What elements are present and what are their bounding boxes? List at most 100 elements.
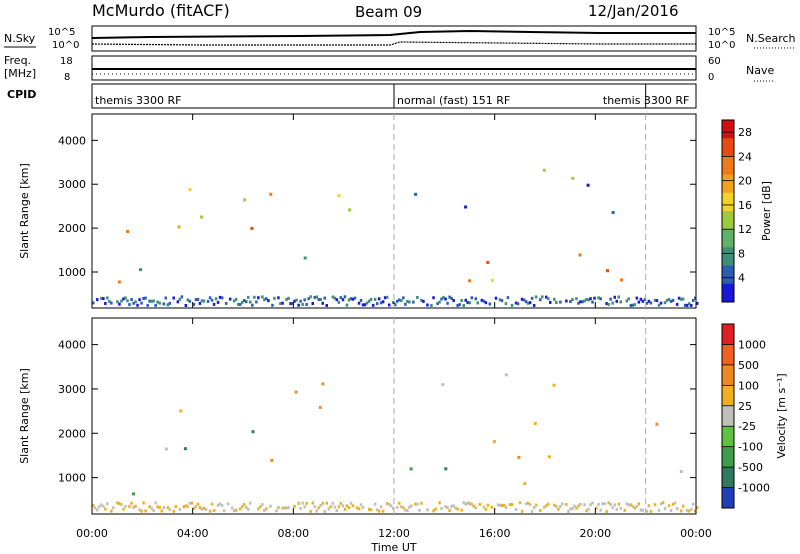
echo-cell (669, 299, 673, 303)
date-label: 12/Jan/2016 (588, 2, 679, 20)
echo-cell (696, 301, 699, 305)
echo-cell (230, 506, 234, 510)
echo-cell (158, 301, 161, 305)
echo-cell (273, 296, 276, 300)
echo-cell (398, 298, 401, 302)
colorbar-tick-label: -25 (738, 420, 756, 433)
echo-cell (631, 303, 635, 307)
echo-cell (661, 501, 665, 505)
echo-cell (250, 226, 254, 230)
nave-tick-top: 60 (708, 56, 721, 67)
echo-cell (673, 501, 677, 505)
echo-cell (216, 300, 220, 304)
echo-cell (194, 505, 198, 508)
echo-cell (486, 503, 490, 507)
echo-cell (361, 506, 365, 509)
echo-cell (392, 506, 395, 510)
echo-cell (623, 508, 626, 512)
power-y-axis-label: Slant Range [km] (18, 163, 31, 259)
y-tick-label: 2000 (58, 222, 86, 235)
nave-tick-bottom: 0 (708, 72, 714, 83)
echo-cell (343, 507, 347, 511)
nsearch-tick-top: 10^5 (708, 27, 735, 38)
echo-cell (474, 506, 477, 510)
echo-cell (528, 503, 532, 507)
echo-cell (228, 297, 232, 301)
echo-cell (172, 296, 175, 300)
echo-cell (285, 297, 288, 301)
echo-cell (620, 278, 623, 282)
echo-cell (104, 302, 107, 305)
cpid-segment-label: themis 3300 RF (603, 94, 690, 107)
echo-cell (665, 298, 669, 302)
echo-cell (294, 390, 298, 394)
echo-cell (545, 295, 548, 299)
echo-cell (448, 295, 451, 299)
echo-cell (637, 502, 641, 506)
echo-cell (359, 503, 363, 507)
echo-cell (243, 198, 247, 202)
cpid-panel: CPID themis 3300 RF normal (fast) 151 RF t… (7, 83, 697, 109)
echo-cell (615, 299, 618, 303)
echo-cell (271, 303, 274, 307)
echo-cell (504, 505, 508, 509)
nsky-trace (91, 29, 696, 39)
echo-cell (404, 302, 407, 306)
colorbar-tick-label: 1000 (738, 338, 766, 351)
echo-cell (110, 301, 113, 305)
colorbar-tick-label: 500 (738, 359, 759, 372)
echo-cell (663, 507, 667, 511)
echo-cell (206, 299, 210, 303)
echo-cell (517, 455, 521, 459)
nsky-tick-top: 10^5 (48, 27, 75, 38)
echo-cell (179, 409, 183, 413)
echo-cell (448, 509, 451, 512)
echo-cell (534, 503, 538, 507)
echo-cell (539, 509, 542, 512)
colorbar-swatch (722, 138, 734, 157)
echo-cell (671, 502, 675, 506)
echo-cell (438, 300, 441, 304)
echo-cell (377, 509, 381, 513)
time-tick-label: 12:00 (378, 527, 410, 540)
echo-cell (194, 298, 198, 302)
echo-cell (611, 506, 614, 510)
echo-cell (305, 502, 308, 505)
echo-cell (196, 298, 200, 301)
echo-cell (396, 505, 399, 509)
echo-cell (176, 300, 180, 304)
echo-cell (255, 300, 258, 304)
echo-cell (542, 168, 546, 172)
echo-cell (532, 506, 536, 510)
echo-cell (383, 296, 387, 300)
echo-cell (426, 303, 429, 307)
echo-cell (436, 302, 439, 306)
echo-cell (659, 502, 663, 506)
echo-cell (126, 230, 130, 233)
nsky-frame (91, 25, 697, 52)
echo-cell (291, 301, 294, 305)
echo-cell (567, 510, 570, 513)
echo-cell (458, 303, 461, 307)
echo-cell (210, 298, 214, 302)
echo-cell (375, 508, 379, 512)
echo-cell (510, 503, 514, 506)
echo-cell (319, 297, 322, 301)
echo-cell (245, 505, 248, 509)
echo-cell (671, 298, 675, 302)
echo-cell (317, 298, 320, 301)
echo-cell (589, 503, 592, 507)
echo-cell (120, 503, 123, 506)
freq-tick-bottom: 8 (64, 72, 70, 83)
echo-cell (367, 507, 371, 511)
echo-cell (144, 509, 147, 513)
echo-cell (496, 503, 500, 507)
echo-cell (214, 297, 218, 301)
echo-cell (657, 303, 661, 307)
echo-cell (637, 300, 641, 304)
echo-cell (406, 508, 409, 512)
echo-cell (200, 215, 203, 219)
echo-cell (599, 297, 602, 301)
echo-cell (466, 301, 469, 305)
echo-cell (202, 299, 206, 303)
